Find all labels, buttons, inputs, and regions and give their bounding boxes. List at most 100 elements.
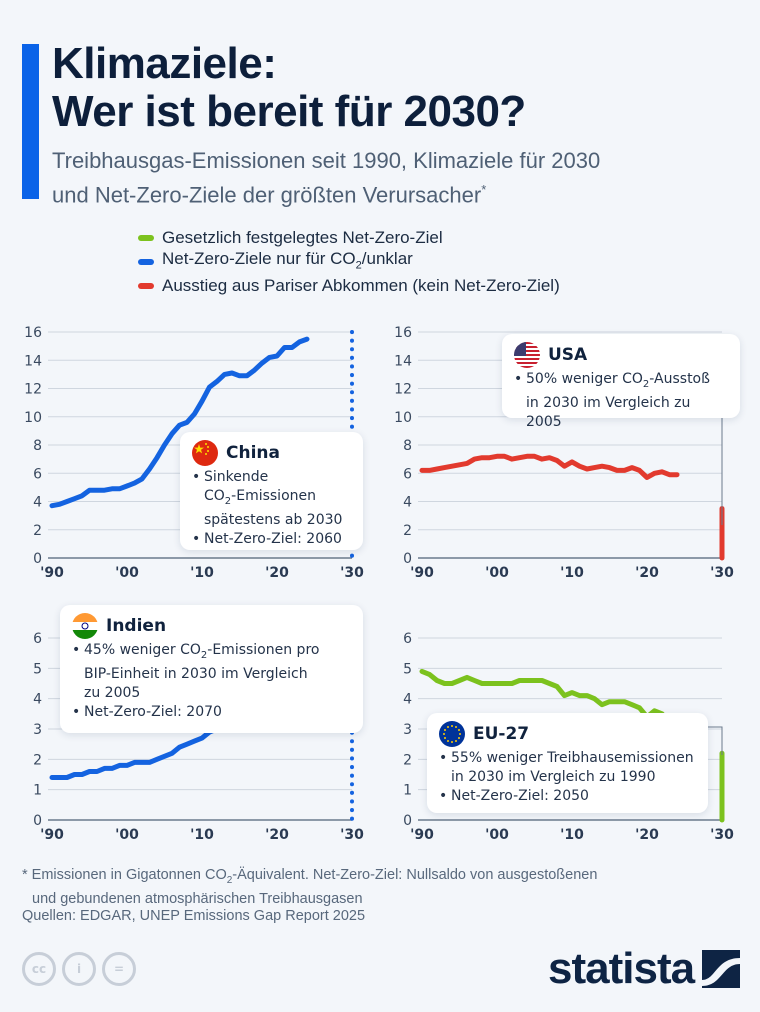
card-line: Net-Zero-Ziel: 2060 [192,530,353,549]
legend-label-pre: Net-Zero-Ziele nur für CO [162,248,356,268]
y-tick-label: 6 [403,631,412,647]
x-tick-label: '90 [40,565,64,581]
data-point [510,682,514,685]
x-tick-label: '90 [40,827,64,843]
y-tick-label: 6 [403,466,412,482]
y-tick-label: 1 [33,783,42,799]
y-tick-label: 10 [24,410,42,426]
card-line: BIP-Einheit in 2030 im Vergleich [84,665,308,682]
card-line: in 2030 im Vergleich zu 1990 [451,769,656,785]
y-tick-label: 12 [394,382,412,398]
page-title: Klimaziele: Wer ist bereit für 2030? [52,40,526,136]
card-line: Sinkende [192,468,353,487]
data-point [465,676,469,679]
data-point [518,679,521,682]
y-tick-label: 16 [24,325,42,341]
data-point [208,385,211,389]
statista-mark-icon [702,950,741,988]
data-point [630,703,634,706]
y-tick-label: 3 [403,722,412,738]
data-point [555,685,559,688]
statista-logo[interactable]: statista [548,944,741,994]
data-point [443,466,446,469]
x-tick-label: '30 [710,565,734,581]
data-point [458,679,461,682]
data-point [95,489,99,492]
data-point [88,770,91,773]
card-header: Indien [72,613,353,639]
eu-card-connector [708,726,723,755]
card-line-pre: 50% weniger CO [526,371,643,387]
x-tick-label: '10 [190,565,214,581]
india-flag-icon [72,613,98,639]
card-header: EU-27 [439,721,698,747]
data-point [495,682,499,685]
subtitle-line-1: Treibhausgas-Emissionen seit 1990, Klima… [52,148,601,173]
data-point [178,424,181,427]
data-point [148,467,151,471]
data-point [480,456,484,459]
footnote-pre: * Emissionen in Gigatonnen CO [22,867,227,883]
y-tick-label: 14 [394,353,412,369]
y-tick-label: 1 [403,783,412,799]
by-icon[interactable]: i [62,952,96,986]
subtitle: Treibhausgas-Emissionen seit 1990, Klima… [52,146,600,209]
data-point [600,464,604,468]
y-tick-label: 5 [33,661,42,677]
data-point [623,469,626,472]
legend: Gesetzlich festgelegtes Net-Zero-Ziel Ne… [138,226,560,298]
legend-label: Gesetzlich festgelegtes Net-Zero-Ziel [162,228,443,247]
card-line: Net-Zero-Ziel: 2070 [72,703,353,722]
data-point [645,476,649,479]
data-point [435,679,439,682]
nd-icon[interactable]: = [102,952,136,986]
data-point [133,481,136,485]
license-icons: cc i = [22,952,136,986]
data-point [178,746,181,749]
usa-flag-icon [514,342,540,368]
data-point [540,457,544,461]
data-point [525,455,529,458]
data-point [653,472,656,475]
y-tick-label: 6 [33,466,42,482]
chart-china: 0 2 4 6 8 10 12 14 16 '90 '00 '10 '20 '30 [0,320,380,582]
data-point [170,432,174,435]
data-point [563,464,566,468]
data-point [518,456,521,459]
cc-icon[interactable]: cc [22,952,56,986]
data-point [65,500,69,503]
data-point [193,412,196,416]
data-point [578,694,581,697]
card-line-sub: 2 [642,378,650,390]
y-tick-label: 4 [403,692,412,708]
x-tick-label: '00 [115,827,139,843]
data-point [488,456,491,459]
data-point [58,776,61,779]
y-tick-label: 12 [24,382,42,398]
x-tick-label: '20 [635,565,659,581]
y-tick-label: 2 [403,752,412,768]
y-tick-label: 14 [24,353,42,369]
card-line: 50% weniger CO2-Ausstoß [514,370,730,394]
data-point [533,679,536,682]
eu-flag-icon [439,721,465,747]
data-point [548,456,551,459]
legend-swatch-red [138,283,154,289]
x-tick-label: '30 [340,565,364,581]
data-point [660,470,664,474]
title-line-2: Wer ist bereit für 2030? [52,87,526,136]
data-point [275,354,279,358]
data-point [170,752,174,755]
legend-label: Ausstieg aus Pariser Abkommen (kein Net-… [162,276,560,295]
china-flag-icon [192,440,218,466]
data-point [193,739,196,743]
data-point [600,703,604,706]
data-point [103,489,106,492]
data-point [50,776,54,779]
legend-label-post: /unklar [361,248,413,268]
data-point [95,770,99,773]
data-point [50,504,54,507]
y-tick-label: 2 [33,752,42,768]
